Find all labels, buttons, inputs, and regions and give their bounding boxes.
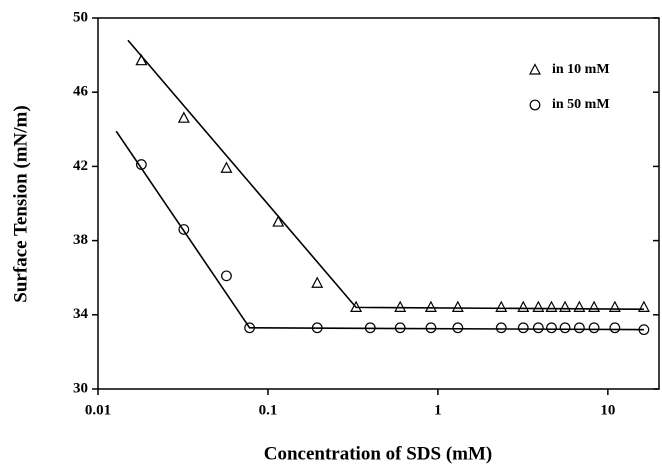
fit-line	[115, 130, 644, 331]
circle-marker	[425, 322, 437, 334]
circle-marker	[573, 322, 585, 334]
x-tick-label: 0.01	[85, 402, 111, 418]
triangle-marker	[394, 300, 407, 312]
legend-marker	[529, 63, 541, 75]
circle-marker	[135, 159, 147, 170]
triangle-marker	[637, 300, 650, 312]
triangle-marker	[559, 300, 572, 312]
triangle-marker	[495, 300, 508, 312]
x-tick-label: 10	[600, 402, 615, 418]
triangle-marker	[311, 276, 324, 288]
triangle-marker	[545, 300, 558, 312]
y-axis-title: Surface Tension (mN/m)	[10, 105, 31, 302]
y-tick-label: 50	[73, 9, 88, 25]
circle-marker	[588, 322, 600, 334]
x-axis-title: Concentration of SDS (mM)	[264, 443, 493, 464]
circle-marker	[394, 322, 406, 334]
y-tick-label: 38	[73, 232, 88, 248]
circle-marker	[546, 322, 557, 334]
triangle-marker	[272, 215, 285, 227]
circle-marker	[178, 224, 190, 235]
legend-label: in 50 mM	[552, 97, 610, 112]
circle-marker	[532, 322, 544, 334]
circle-marker	[244, 322, 256, 334]
x-tick-label: 1	[434, 402, 442, 418]
circle-marker	[364, 322, 376, 334]
triangle-marker	[135, 53, 148, 66]
legend-marker	[529, 99, 541, 111]
triangle-marker	[451, 300, 464, 312]
triangle-marker	[573, 300, 586, 312]
y-tick-label: 42	[73, 158, 88, 174]
circle-marker	[452, 322, 464, 334]
triangle-marker	[424, 300, 437, 312]
circle-marker	[495, 322, 507, 334]
y-tick-label: 34	[73, 306, 89, 322]
circle-marker	[559, 322, 571, 334]
fit-line	[127, 39, 644, 311]
x-tick-label: 0.1	[259, 402, 278, 418]
triangle-marker	[588, 300, 601, 312]
triangle-marker	[350, 300, 363, 312]
triangle-marker	[177, 111, 190, 123]
y-tick-label: 30	[73, 380, 88, 396]
triangle-marker	[220, 161, 233, 173]
triangle-marker	[517, 300, 530, 312]
triangle-marker	[608, 300, 621, 312]
circle-marker	[221, 270, 232, 282]
circle-marker	[311, 322, 323, 334]
legend-label: in 10 mM	[552, 62, 610, 77]
y-tick-label: 46	[73, 84, 89, 100]
circle-marker	[517, 322, 529, 334]
circle-marker	[638, 324, 650, 336]
circle-marker	[609, 322, 621, 334]
triangle-marker	[532, 300, 545, 312]
plot-frame	[97, 17, 660, 390]
